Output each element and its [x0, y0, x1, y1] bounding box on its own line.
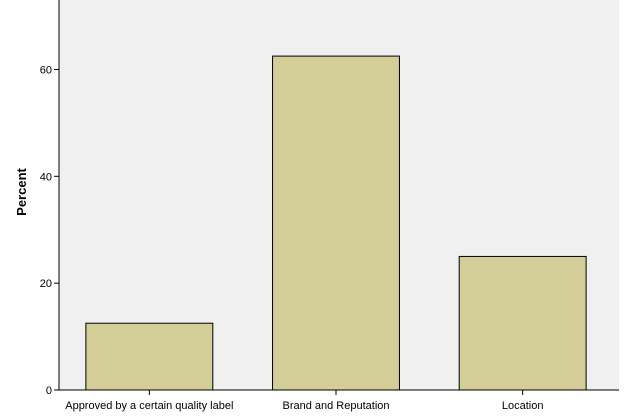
x-category-label: Location: [502, 400, 544, 412]
y-ticks-group: 0 20 40 60: [40, 64, 59, 397]
bar: [458, 255, 587, 391]
x-ticks-group: Approved by a certain quality label Brand…: [65, 390, 543, 412]
y-tick-label: 0: [46, 385, 52, 397]
y-tick-label: 40: [40, 171, 52, 183]
y-tick-label: 20: [40, 278, 52, 290]
bars-group: [85, 55, 587, 391]
y-axis-title: Percent: [14, 167, 29, 215]
bar: [272, 55, 400, 391]
y-tick-label: 60: [40, 64, 52, 76]
x-category-label: Brand and Reputation: [282, 400, 389, 412]
x-category-label: Approved by a certain quality label: [65, 400, 233, 412]
bar: [85, 322, 214, 391]
